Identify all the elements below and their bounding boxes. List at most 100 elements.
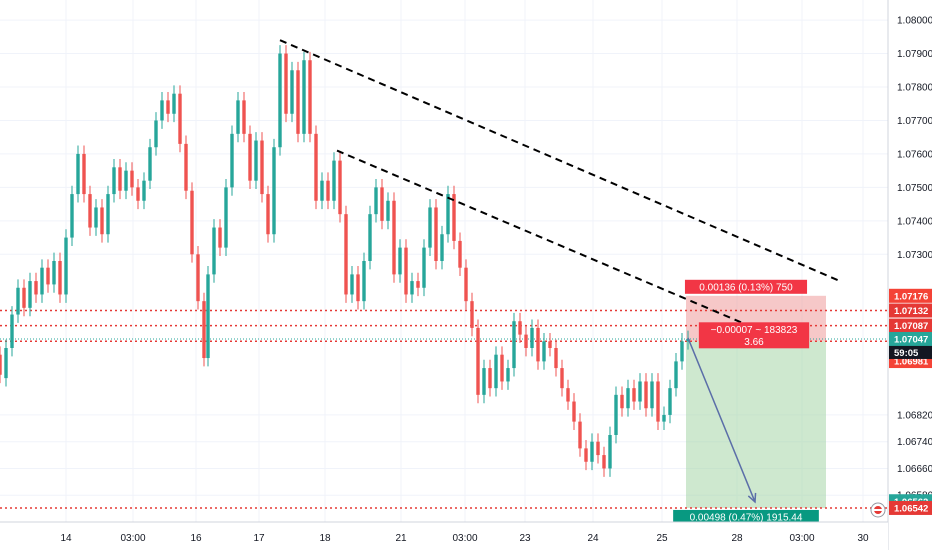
price-tick-label: 1.07500: [897, 183, 932, 194]
price-tag-bg: [889, 318, 932, 333]
candle-body: [686, 338, 690, 342]
candle-body: [602, 455, 606, 469]
candle-body: [106, 194, 110, 235]
candle-body: [470, 301, 474, 328]
candle-body: [40, 267, 44, 295]
price-tick-label: 1.07700: [897, 116, 932, 127]
candle-body: [160, 100, 164, 121]
candle-body: [34, 281, 38, 295]
alert-icon[interactable]: [870, 502, 886, 518]
candle-body: [590, 441, 594, 462]
candle-body: [410, 281, 414, 295]
candle-body: [572, 401, 576, 422]
candle-body: [662, 414, 666, 422]
time-tick-label: 14: [60, 533, 72, 544]
candle-body: [404, 247, 408, 295]
price-tag: 1.07176: [894, 291, 928, 302]
candle-body: [392, 200, 396, 275]
price-tick-label: 1.07800: [897, 83, 932, 94]
candle-body: [362, 261, 366, 302]
risk-label: 0.00136 (0.13%) 750: [699, 282, 793, 293]
price-tick-label: 1.06660: [897, 464, 932, 475]
candle-body: [668, 388, 672, 415]
candlestick-series: [0, 45, 690, 477]
candle-body: [22, 287, 26, 308]
candle-body: [70, 194, 74, 238]
candle-body: [380, 187, 384, 221]
candle-body: [248, 133, 252, 181]
reward-label: 0.00498 (0.47%) 1915.44: [690, 512, 803, 523]
candle-body: [680, 341, 684, 362]
trendline: [336, 149, 771, 336]
candle-body: [236, 100, 240, 134]
candle-body: [266, 194, 270, 235]
price-tick-label: 1.07600: [897, 149, 932, 160]
time-tick-label: 03:00: [789, 533, 814, 544]
candle-body: [650, 381, 654, 409]
candle-body: [434, 207, 438, 261]
candle-body: [374, 187, 378, 215]
time-axis[interactable]: 14 03:00 16 17 18 21 03:00 23 24 25 28 03:00 30: [60, 533, 869, 544]
candle-body: [440, 234, 444, 261]
candle-body: [320, 180, 324, 201]
candle-body: [184, 143, 188, 191]
candle-body: [130, 170, 134, 188]
candle-body: [344, 214, 348, 295]
trendline: [279, 39, 841, 282]
price-tick-label: 1.07900: [897, 49, 932, 60]
candle-body: [178, 93, 182, 144]
time-tick-label: 18: [319, 533, 331, 544]
candle-body: [0, 354, 2, 375]
time-axis-background: [0, 522, 888, 550]
candle-body: [118, 167, 122, 191]
candle-body: [4, 348, 8, 379]
price-tag: 1.07132: [894, 306, 928, 317]
candle-body: [202, 301, 206, 359]
candle-body: [260, 140, 264, 195]
time-tick-label: 23: [519, 533, 531, 544]
candle-body: [190, 190, 194, 255]
candle-body: [76, 153, 80, 195]
candle-body: [458, 240, 462, 268]
candle-body: [16, 287, 20, 315]
candle-body: [386, 200, 390, 221]
ratio-label: 3.66: [744, 337, 764, 348]
candle-body: [82, 153, 86, 195]
price-tag: 1.07087: [894, 321, 928, 332]
time-tick-label: 30: [857, 533, 869, 544]
candle-body: [674, 361, 678, 389]
candle-body: [620, 394, 624, 409]
candle-body: [356, 274, 360, 302]
reward-label-bg: [673, 509, 819, 524]
candle-body: [464, 267, 468, 302]
candle-body: [584, 448, 588, 462]
candle-body: [172, 93, 176, 114]
current-price-tag: 1.07047: [894, 334, 928, 345]
price-tick-label: 1.07300: [897, 250, 932, 261]
candle-body: [614, 394, 618, 435]
candle-body: [488, 368, 492, 389]
candle-body: [254, 140, 258, 181]
candle-body: [46, 267, 50, 285]
candle-body: [536, 327, 540, 362]
candle-body: [124, 170, 128, 191]
candle-body: [596, 441, 600, 456]
candle-body: [326, 180, 330, 201]
candle-body: [512, 321, 516, 369]
candle-body: [166, 100, 170, 114]
candle-body: [58, 261, 62, 295]
candle-body: [398, 247, 402, 275]
candle-body: [548, 341, 552, 348]
candle-body: [94, 207, 98, 228]
price-tick-label: 1.08000: [897, 16, 932, 27]
arrow-head: [747, 492, 757, 504]
trendlines[interactable]: [279, 39, 841, 336]
pnl-label-bg: [698, 322, 810, 349]
candle-body: [136, 187, 140, 201]
countdown-label: 59:05: [894, 348, 919, 359]
countdown-bg: [889, 345, 932, 359]
candle-body: [530, 327, 534, 348]
candle-body: [290, 70, 294, 114]
projection-arrow[interactable]: [687, 337, 757, 504]
